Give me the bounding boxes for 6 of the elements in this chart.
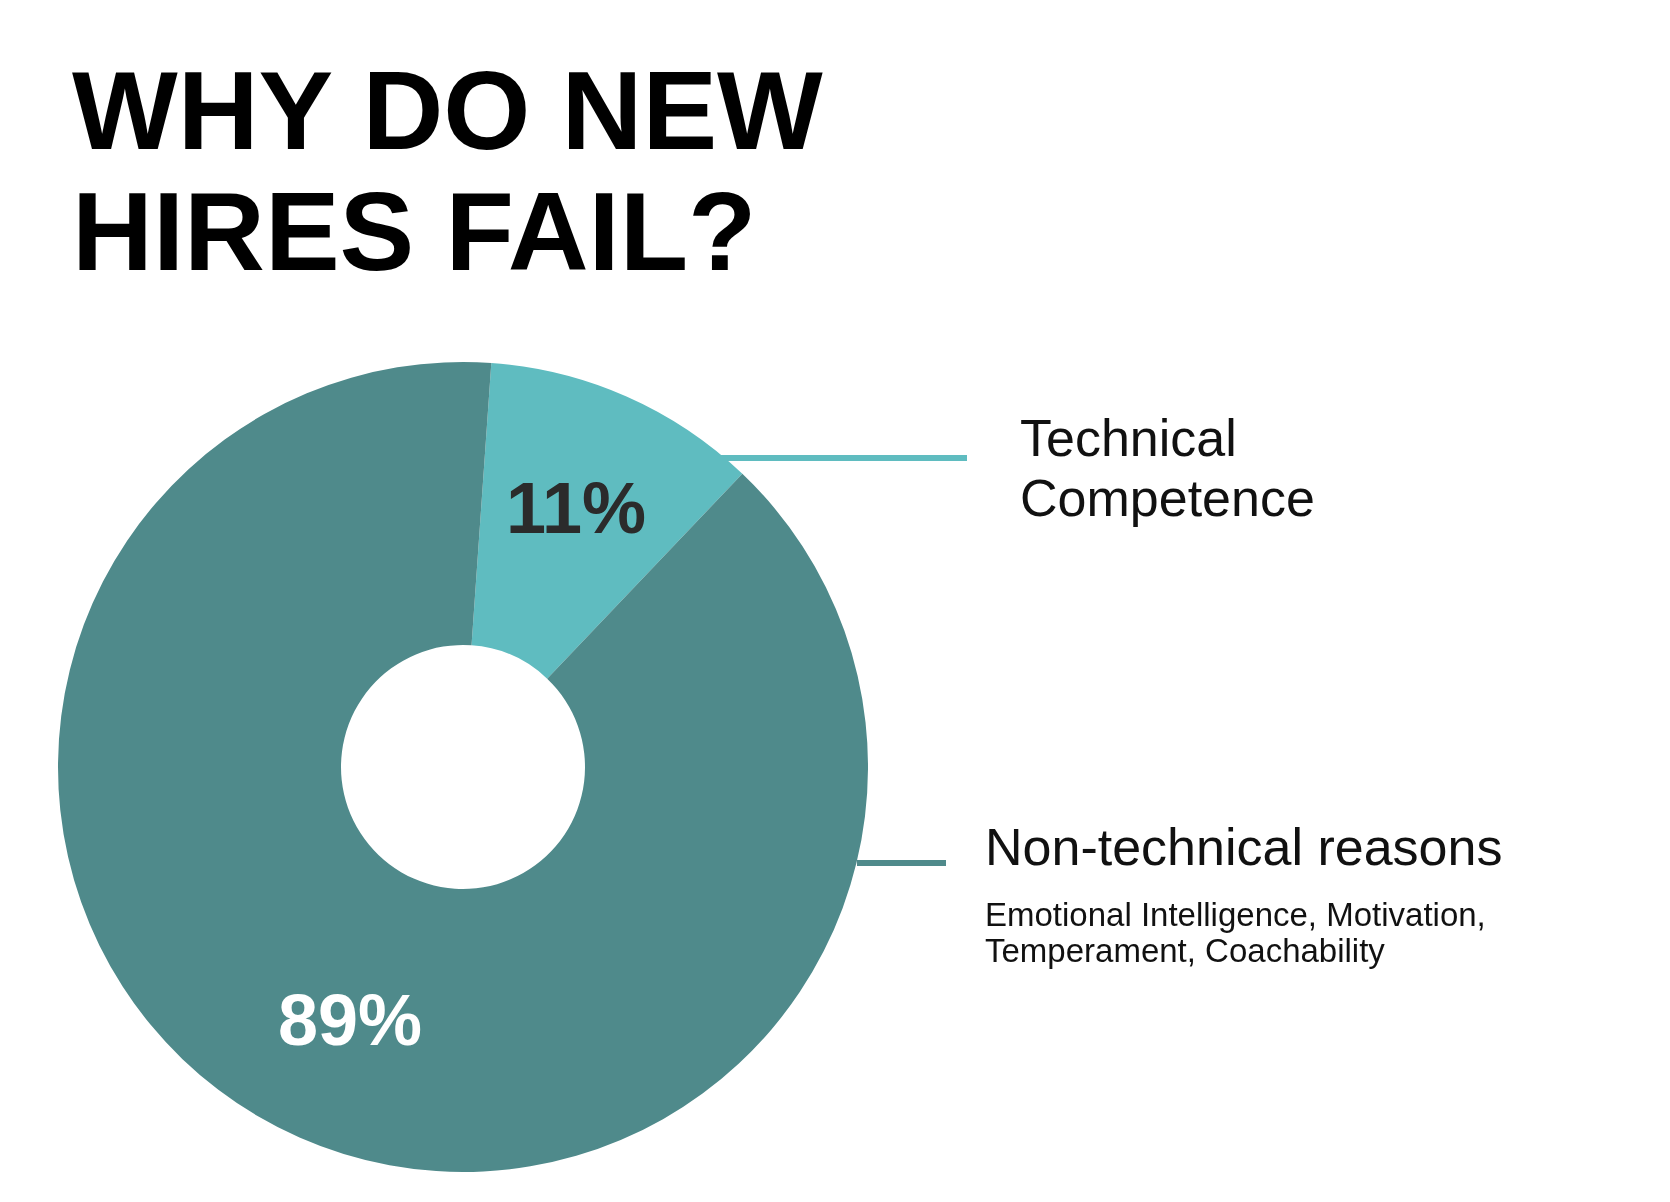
chart-title: WHY DO NEW HIRES FAIL? [72, 48, 824, 294]
data-label: 11% [505, 467, 647, 548]
text: Emotional Intelligence, Motivation, Temperament, Coachability [985, 896, 1486, 969]
slice-label: Non-technical reasons [985, 818, 1503, 876]
data-label: 89% [277, 980, 423, 1061]
slice-label: Technical Competence [1020, 409, 1315, 527]
